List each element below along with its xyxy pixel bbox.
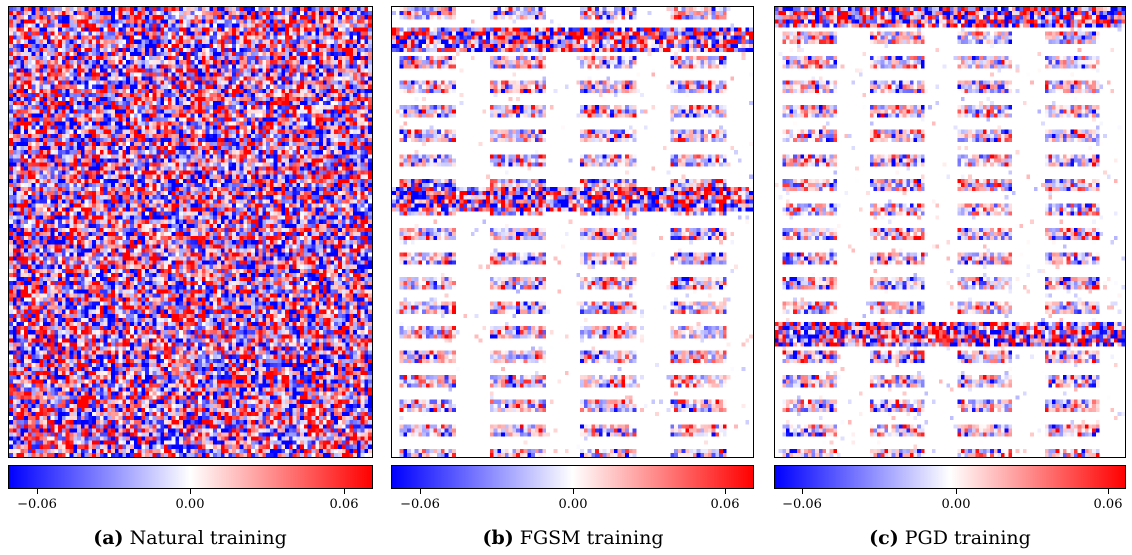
colorbar-tick (37, 489, 38, 494)
colorbar-tick-label: 0.00 (558, 497, 588, 512)
caption-tag: (a) (93, 527, 124, 549)
caption-text: FGSM training (519, 527, 664, 549)
colorbar-tick (725, 489, 726, 494)
colorbar-tick-label: −0.06 (17, 497, 57, 512)
colorbar-tick-label: 0.00 (941, 497, 971, 512)
colorbar (774, 465, 1126, 489)
colorbar (8, 465, 373, 489)
heatmap-canvas (9, 7, 372, 457)
panel-caption: (a) Natural training (93, 527, 287, 549)
colorbar-tick (190, 489, 191, 494)
colorbar-tick (344, 489, 345, 494)
colorbar-tick-label: −0.06 (782, 497, 822, 512)
colorbar-tick-label: 0.00 (175, 497, 205, 512)
colorbar-tick-label: 0.06 (710, 497, 740, 512)
heatmap-canvas (392, 7, 753, 457)
heatmap-fgsm-training (391, 6, 754, 458)
panel-caption: (c) PGD training (869, 527, 1031, 549)
heatmap-natural-training (8, 6, 373, 458)
colorbar-tick (573, 489, 574, 494)
colorbar-tick (420, 489, 421, 494)
colorbar-tick-label: 0.06 (329, 497, 359, 512)
colorbar-tick (956, 489, 957, 494)
colorbar-tick-label: −0.06 (400, 497, 440, 512)
colorbar-tick-label: 0.06 (1093, 497, 1123, 512)
caption-text: PGD training (904, 527, 1031, 549)
caption-text: Natural training (129, 527, 287, 549)
heatmap-pgd-training (774, 6, 1126, 458)
heatmap-canvas (775, 7, 1125, 457)
caption-tag: (b) (482, 527, 514, 549)
caption-tag: (c) (869, 527, 899, 549)
colorbar-tick (1108, 489, 1109, 494)
colorbar-tick (802, 489, 803, 494)
panel-caption: (b) FGSM training (482, 527, 663, 549)
colorbar (391, 465, 754, 489)
